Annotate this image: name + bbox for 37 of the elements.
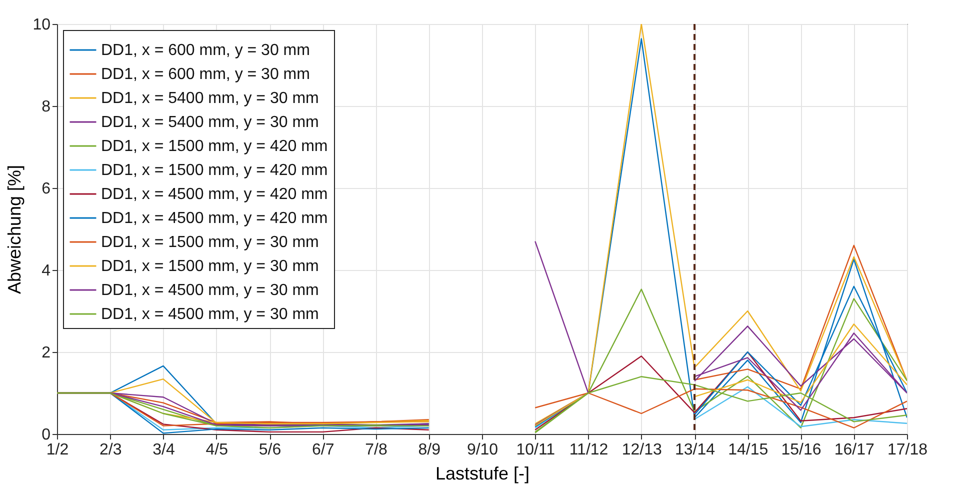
legend-label: DD1, x = 5400 mm, y = 30 mm [101, 114, 319, 131]
x-tick-label: 13/14 [674, 442, 716, 458]
x-tick-label: 10/11 [516, 442, 556, 458]
y-tick-label: 4 [42, 262, 51, 280]
x-tick-label: 14/15 [728, 442, 768, 458]
y-tick-label: 2 [42, 344, 51, 362]
x-tick-label: 15/16 [781, 442, 822, 458]
y-tick-label: 10 [32, 16, 51, 34]
legend-label: DD1, x = 1500 mm, y = 420 mm [101, 162, 328, 179]
x-tick-label: 17/18 [887, 442, 928, 458]
x-tick-label: 9/10 [466, 442, 498, 458]
y-tick-label: 8 [42, 98, 51, 116]
legend-label: DD1, x = 4500 mm, y = 30 mm [101, 306, 319, 323]
y-tick-label: 6 [42, 180, 51, 198]
x-tick-label: 3/4 [152, 442, 175, 458]
x-tick-label: 6/7 [312, 442, 334, 458]
legend-label: DD1, x = 4500 mm, y = 30 mm [101, 282, 319, 299]
x-tick-label: 16/17 [834, 442, 874, 458]
x-tick-label: 8/9 [418, 442, 441, 458]
y-tick-label: 0 [42, 426, 51, 444]
x-tick-label: 12/13 [622, 442, 662, 458]
x-tick-label: 7/8 [365, 442, 388, 458]
x-axis-title: Laststufe [-] [435, 464, 530, 484]
x-tick-label: 4/5 [206, 442, 228, 458]
legend-label: DD1, x = 600 mm, y = 30 mm [101, 42, 310, 59]
legend-label: DD1, x = 4500 mm, y = 420 mm [101, 186, 328, 203]
legend-label: DD1, x = 600 mm, y = 30 mm [101, 66, 310, 83]
legend-label: DD1, x = 1500 mm, y = 30 mm [101, 258, 319, 275]
x-tick-label: 11/12 [569, 442, 608, 458]
legend-label: DD1, x = 1500 mm, y = 420 mm [101, 138, 328, 155]
legend-label: DD1, x = 4500 mm, y = 420 mm [101, 210, 328, 227]
y-axis-title: Abweichung [%] [4, 164, 25, 294]
legend-label: DD1, x = 5400 mm, y = 30 mm [101, 90, 319, 107]
legend-label: DD1, x = 1500 mm, y = 30 mm [101, 234, 319, 251]
x-tick-label: 5/6 [258, 442, 282, 458]
x-tick-label: 2/3 [100, 442, 122, 458]
x-tick-label: 1/2 [46, 442, 69, 458]
